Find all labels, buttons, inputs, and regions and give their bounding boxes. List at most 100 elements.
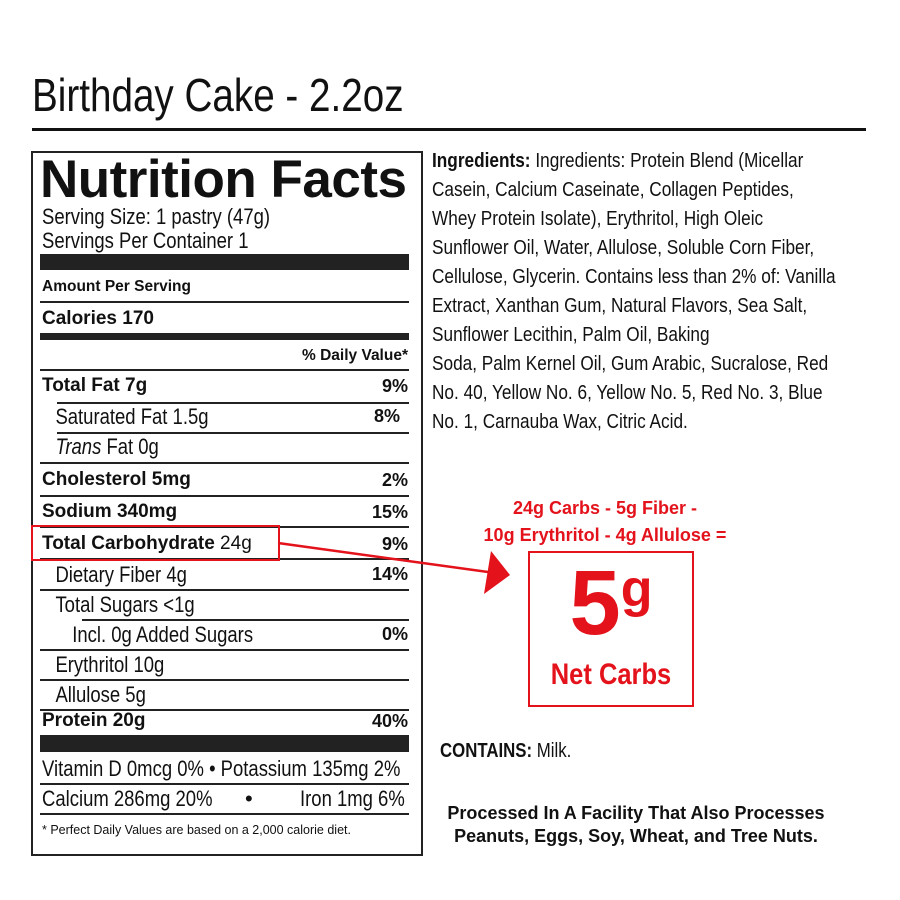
calories: Calories 170 [42, 308, 154, 329]
ingredients-text: Soda, Palm Kernel Oil, Gum Arabic, Sucra… [432, 352, 829, 375]
daily-value-header: % Daily Value* [42, 342, 408, 370]
ingredients-text: No. 40, Yellow No. 6, Yellow No. 5, Red … [432, 381, 823, 404]
facility-line-1: Processed In A Facility That Also Proces… [447, 803, 825, 823]
ingredients-line: Cellulose, Glycerin. Contains less than … [432, 262, 869, 291]
net-carbs-unit: g [620, 560, 653, 618]
nutrient-row: Saturated Fat 1.5g 8% [42, 402, 408, 430]
divider [40, 301, 409, 303]
net-carbs-value-wrap: 5g [530, 557, 692, 649]
divider [40, 679, 409, 681]
ingredients-text: Sunflower Oil, Water, Allulose, Soluble … [432, 236, 815, 259]
divider [40, 558, 409, 560]
nutrient-label-bold: Total Carbohydrate [42, 533, 215, 554]
nutrient-row: Cholesterol 5mg 2% [42, 466, 408, 494]
nutrient-amount: Dietary Fiber 4g [55, 561, 187, 587]
nutrient-row: Allulose 5g [42, 680, 408, 708]
divider [40, 589, 409, 591]
nutrient-row: Incl. 0g Added Sugars 0% [42, 620, 408, 648]
nutrient-label: Total Fat 7g [42, 375, 147, 397]
nutrient-row: Total Sugars <1g [42, 590, 408, 618]
daily-value: 9% [381, 533, 408, 554]
nutrition-label [31, 151, 423, 856]
nutrient-amount: Total Fat 7g [42, 375, 148, 396]
nutrient-amount: Total Sugars <1g [55, 591, 195, 617]
daily-value: 40% [371, 710, 408, 731]
divider [40, 649, 409, 651]
divider [40, 813, 409, 815]
serving-size: Serving Size: 1 pastry (47g) [42, 204, 271, 229]
divider [40, 369, 409, 371]
nutrient-label: Protein 20g [42, 710, 145, 732]
net-carb-formula-2: 10g Erythritol - 4g Allulose = [483, 525, 727, 545]
nutrient-row: Sodium 340mg 15% [42, 498, 408, 526]
ingredients-text: Sunflower Lecithin, Palm Oil, Baking [432, 323, 710, 346]
ingredients: Ingredients: Ingredients: Protein Blend … [432, 146, 869, 436]
ingredients-line: Sunflower Oil, Water, Allulose, Soluble … [432, 233, 869, 262]
nutrient-amount: Erythritol 10g [55, 651, 165, 677]
ingredients-line: No. 40, Yellow No. 6, Yellow No. 5, Red … [432, 378, 869, 407]
nutrient-row: Total Fat 7g 9% [42, 372, 408, 400]
nutrient-amount: Incl. 0g Added Sugars [72, 621, 254, 647]
ingredients-line: Extract, Xanthan Gum, Natural Flavors, S… [432, 291, 869, 320]
nutrition-facts-heading: Nutrition Facts [40, 150, 407, 209]
nutrient-amount: Protein 20g [42, 710, 146, 731]
daily-value: 0% [381, 623, 408, 644]
nutrient-amount: Allulose 5g [55, 681, 146, 707]
daily-value: 15% [371, 501, 408, 522]
nutrient-row: Trans Fat 0g [42, 432, 408, 460]
nutrient-row: Total Carbohydrate 24g 9% [42, 530, 408, 558]
nutrient-label: Erythritol 10g [42, 653, 164, 676]
contains-heading: CONTAINS: [440, 740, 533, 762]
dv-header: % Daily Value* [302, 347, 408, 364]
calcium: Calcium 286mg 20% [42, 786, 213, 811]
nutrient-amount: Sodium 340mg [42, 501, 178, 522]
trans-italic: Trans [55, 433, 102, 459]
nutrient-label: Incl. 0g Added Sugars [42, 623, 253, 646]
daily-value: 8% [373, 405, 400, 426]
divider [57, 432, 409, 434]
nutrient-amount: Saturated Fat 1.5g [55, 403, 209, 429]
ingredients-line: Sunflower Lecithin, Palm Oil, Baking [432, 320, 869, 349]
nutrient-row: Protein 20g 40% [42, 707, 408, 735]
ingredients-text: Extract, Xanthan Gum, Natural Flavors, S… [432, 294, 808, 317]
ingredients-text: Casein, Calcium Caseinate, Collagen Pept… [432, 178, 794, 201]
servings-per-container: Servings Per Container 1 [42, 228, 249, 253]
ingredients-line: Soda, Palm Kernel Oil, Gum Arabic, Sucra… [432, 349, 869, 378]
net-carbs-value: 5 [569, 552, 621, 654]
nutrient-label: Total Sugars <1g [42, 593, 195, 616]
daily-value: 9% [381, 375, 408, 396]
amount-label: Amount Per Serving [42, 278, 191, 295]
ingredients-text: Ingredients: Protein Blend (Micellar [530, 149, 804, 172]
ingredients-text: No. 1, Carnauba Wax, Citric Acid. [432, 410, 688, 433]
nutrient-label: Cholesterol 5mg [42, 469, 191, 491]
nutrient-amount: Fat 0g [101, 433, 159, 459]
contains-text: Milk. [532, 740, 572, 762]
facility-line-2: Peanuts, Eggs, Soy, Wheat, and Tree Nuts… [454, 826, 818, 846]
ingredients-line: Casein, Calcium Caseinate, Collagen Pept… [432, 175, 869, 204]
ingredients-line: No. 1, Carnauba Wax, Citric Acid. [432, 407, 869, 436]
nutrient-label: Dietary Fiber 4g [42, 563, 187, 586]
nutrient-label: Sodium 340mg [42, 501, 177, 523]
footnote: * Perfect Daily Values are based on a 2,… [42, 823, 351, 837]
nutrient-label: Total Carbohydrate 24g [42, 533, 252, 555]
product-title: Birthday Cake - 2.2oz [32, 69, 404, 121]
nutrient-amount: 24g [214, 533, 252, 554]
divider [57, 402, 409, 404]
net-carb-formula-1: 24g Carbs - 5g Fiber - [512, 498, 698, 518]
ingredients-heading: Ingredients: [432, 149, 531, 172]
nutrient-label: Allulose 5g [42, 683, 146, 706]
divider [40, 495, 409, 497]
divider [40, 783, 409, 785]
ingredients-text: Cellulose, Glycerin. Contains less than … [432, 265, 836, 288]
bullet: • [245, 786, 253, 811]
nutrient-label: Trans Fat 0g [42, 433, 159, 459]
calories-row: Calories 170 [42, 305, 408, 333]
divider [82, 619, 409, 621]
net-carbs-box: 5g Net Carbs [528, 551, 694, 707]
nutrient-amount: Cholesterol 5mg [42, 469, 191, 490]
ingredients-line: Ingredients: Ingredients: Protein Blend … [432, 146, 869, 175]
net-carbs-label: Net Carbs [550, 658, 672, 691]
daily-value: 2% [381, 469, 408, 490]
medium-divider [40, 333, 409, 340]
